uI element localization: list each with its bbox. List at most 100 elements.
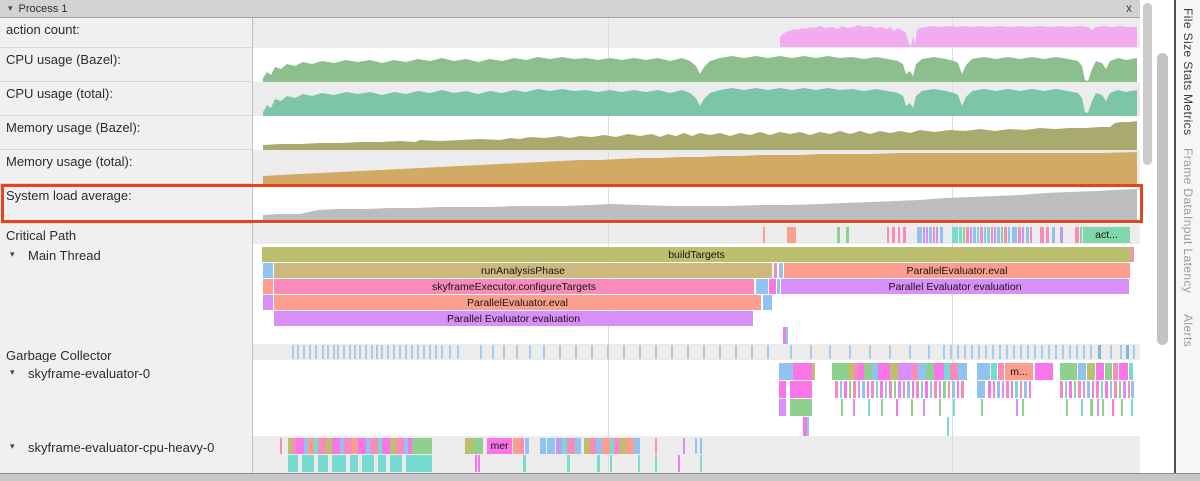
trace-slice[interactable] (966, 227, 969, 243)
trace-slice[interactable] (547, 438, 555, 454)
gc-tick[interactable] (359, 345, 361, 359)
trace-slice[interactable] (700, 455, 702, 472)
trace-slice[interactable] (1026, 227, 1029, 243)
trace-slice[interactable] (263, 295, 273, 310)
trace-slice[interactable] (868, 399, 870, 416)
trace-slice[interactable] (412, 438, 432, 454)
trace-slice[interactable] (614, 438, 620, 454)
gc-tick[interactable] (687, 345, 689, 359)
collapse-arrow-icon[interactable]: ▾ (10, 367, 15, 377)
trace-slice[interactable] (779, 263, 783, 278)
trace-slice[interactable] (358, 438, 366, 454)
gc-tick[interactable] (971, 345, 973, 359)
trace-slice[interactable] (362, 455, 374, 472)
trace-slice[interactable] (998, 363, 1004, 380)
trace-slice[interactable] (944, 363, 950, 380)
gc-tick[interactable] (492, 345, 494, 359)
gc-tick[interactable] (1020, 345, 1022, 359)
trace-slice[interactable] (918, 363, 926, 380)
trace-slice[interactable] (1101, 381, 1103, 398)
trace-slice[interactable] (626, 438, 634, 454)
trace-slice[interactable]: ParallelEvaluator.eval (274, 295, 761, 310)
outer-scrollbar-thumb[interactable] (1157, 53, 1168, 345)
trace-slice[interactable] (525, 438, 529, 454)
trace-slice[interactable] (602, 438, 610, 454)
trace-slice[interactable] (807, 417, 809, 436)
trace-slice[interactable] (1087, 363, 1095, 380)
trace-slice[interactable] (896, 399, 898, 416)
trace-slice[interactable] (280, 438, 282, 454)
trace-slice[interactable] (292, 438, 296, 454)
trace-slice[interactable] (700, 438, 702, 454)
trace-slice[interactable] (898, 363, 912, 380)
gc-tick[interactable] (405, 345, 407, 359)
trace-slice[interactable] (841, 399, 843, 416)
trace-slice[interactable] (832, 363, 848, 380)
trace-slice[interactable] (318, 455, 328, 472)
gc-tick[interactable] (1027, 345, 1029, 359)
trace-slice[interactable] (887, 227, 889, 243)
trace-slice[interactable] (1110, 381, 1112, 398)
gc-tick[interactable] (992, 345, 994, 359)
trace-slice[interactable] (596, 438, 602, 454)
trace-slice[interactable] (936, 227, 938, 243)
gc-tick[interactable] (999, 345, 1001, 359)
trace-slice[interactable] (344, 438, 352, 454)
gc-tick[interactable] (1013, 345, 1015, 359)
gc-tick[interactable] (1120, 345, 1122, 359)
gc-tick[interactable] (381, 345, 383, 359)
trace-slice[interactable]: act... (1083, 227, 1130, 243)
trace-slice[interactable] (378, 455, 386, 472)
gc-tick[interactable] (1133, 345, 1135, 359)
trace-slice[interactable] (957, 381, 959, 398)
trace-slice[interactable] (907, 381, 910, 398)
trace-slice[interactable] (930, 381, 932, 398)
trace-slice[interactable] (1105, 381, 1108, 398)
trace-slice[interactable] (473, 438, 483, 454)
gc-tick[interactable] (292, 345, 294, 359)
trace-slice[interactable] (1080, 227, 1082, 243)
gc-tick[interactable] (371, 345, 373, 359)
trace-slice[interactable] (769, 279, 776, 294)
trace-slice[interactable] (923, 227, 925, 243)
collapse-arrow-icon[interactable]: ▾ (10, 441, 15, 451)
trace-slice[interactable] (1131, 381, 1134, 398)
trace-slice[interactable] (1114, 381, 1117, 398)
trace-slice[interactable] (997, 381, 1000, 398)
trace-slice[interactable] (858, 363, 864, 380)
gc-tick[interactable] (365, 345, 367, 359)
gc-tick[interactable] (441, 345, 443, 359)
gc-tick[interactable] (529, 345, 531, 359)
trace-slice[interactable] (774, 263, 777, 278)
trace-slice[interactable] (880, 381, 883, 398)
trace-slice[interactable] (1113, 363, 1118, 380)
trace-slice[interactable] (1020, 381, 1022, 398)
trace-slice[interactable] (787, 227, 796, 243)
trace-slice[interactable] (1035, 363, 1053, 380)
trace-slice[interactable] (475, 455, 477, 472)
trace-slice[interactable] (777, 279, 780, 294)
trace-slice[interactable] (540, 438, 546, 454)
trace-slice[interactable] (1078, 363, 1086, 380)
trace-slice[interactable] (911, 399, 913, 416)
trace-slice[interactable] (790, 399, 812, 416)
trace-slice[interactable] (366, 438, 370, 454)
gc-tick[interactable] (655, 345, 657, 359)
trace-slice[interactable] (803, 417, 807, 436)
trace-slice[interactable] (926, 363, 934, 380)
trace-slice[interactable] (332, 455, 346, 472)
trace-slice[interactable] (1096, 381, 1099, 398)
trace-slice[interactable] (1006, 381, 1009, 398)
trace-slice[interactable] (846, 227, 849, 243)
trace-slice[interactable] (408, 438, 412, 454)
trace-slice[interactable] (867, 381, 869, 398)
tab-metrics[interactable]: Metrics (1181, 94, 1195, 136)
trace-slice[interactable] (1131, 247, 1134, 262)
gc-tick[interactable] (943, 345, 945, 359)
gc-tick[interactable] (543, 345, 545, 359)
trace-slice[interactable]: Parallel Evaluator evaluation (781, 279, 1129, 294)
trace-slice[interactable] (948, 381, 950, 398)
trace-slice[interactable] (858, 381, 860, 398)
gc-tick[interactable] (1048, 345, 1050, 359)
trace-slice[interactable]: Parallel Evaluator evaluation (274, 311, 753, 326)
